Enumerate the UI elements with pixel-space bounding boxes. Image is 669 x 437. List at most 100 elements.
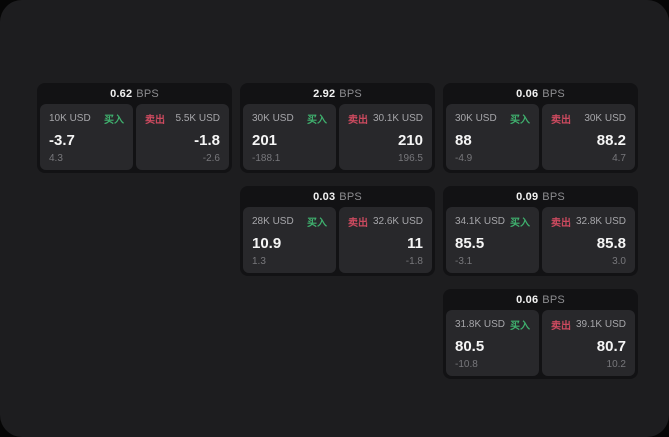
bps-unit-label: BPS	[542, 190, 565, 203]
buy-panel-top: 28K USD 买入	[252, 214, 327, 229]
buy-panel-top: 30K USD 买入	[252, 111, 327, 126]
buy-panel-top: 10K USD 买入	[49, 111, 124, 126]
price-card: 2.92 BPS 30K USD 买入 201 -188.1 卖出 30.1K …	[240, 83, 435, 173]
quote-panels: 30K USD 买入 201 -188.1 卖出 30.1K USD 210 1…	[243, 104, 432, 170]
sell-panel-top: 卖出 39.1K USD	[551, 317, 626, 332]
buy-side-tag: 买入	[104, 115, 124, 126]
price-card: 0.06 BPS 30K USD 买入 88 -4.9 卖出 30K USD 8…	[443, 83, 638, 173]
buy-price-value: 201	[252, 131, 278, 149]
buy-side-tag: 买入	[307, 115, 327, 126]
sell-panel-top: 卖出 32.6K USD	[348, 214, 423, 229]
bps-header: 0.06 BPS	[446, 83, 635, 104]
cards-grid: 0.62 BPS 10K USD 买入 -3.7 4.3 卖出 5.5K USD…	[37, 83, 638, 379]
bps-unit-label: BPS	[339, 87, 362, 100]
buy-side-tag: 买入	[510, 321, 530, 332]
bps-value: 0.06	[516, 87, 539, 100]
buy-notional-label: 28K USD	[252, 216, 294, 227]
bps-value: 0.62	[110, 87, 133, 100]
sell-price-value: 11	[407, 234, 423, 252]
bps-value: 2.92	[313, 87, 336, 100]
sell-quote-panel[interactable]: 卖出 32.6K USD 11 -1.8	[339, 207, 432, 273]
buy-delta-value: -4.9	[455, 153, 473, 164]
buy-panel-top: 30K USD 买入	[455, 111, 530, 126]
quote-panels: 34.1K USD 买入 85.5 -3.1 卖出 32.8K USD 85.8…	[446, 207, 635, 273]
buy-quote-panel[interactable]: 30K USD 买入 201 -188.1	[243, 104, 336, 170]
quote-panels: 10K USD 买入 -3.7 4.3 卖出 5.5K USD -1.8 -2.…	[40, 104, 229, 170]
bps-header: 0.62 BPS	[40, 83, 229, 104]
quote-panels: 31.8K USD 买入 80.5 -10.8 卖出 39.1K USD 80.…	[446, 310, 635, 376]
sell-delta-value: 196.5	[397, 153, 423, 164]
sell-delta-value: 10.2	[606, 359, 626, 370]
bps-value: 0.09	[516, 190, 539, 203]
buy-delta-value: 1.3	[252, 256, 266, 267]
bps-header: 0.09 BPS	[446, 186, 635, 207]
sell-notional-label: 32.8K USD	[575, 216, 626, 227]
buy-side-tag: 买入	[307, 218, 327, 229]
buy-quote-panel[interactable]: 10K USD 买入 -3.7 4.3	[40, 104, 133, 170]
buy-side-tag: 买入	[510, 115, 530, 126]
buy-panel-top: 34.1K USD 买入	[455, 214, 530, 229]
buy-panel-top: 31.8K USD 买入	[455, 317, 530, 332]
sell-side-tag: 卖出	[145, 115, 165, 126]
sell-panel-top: 卖出 5.5K USD	[145, 111, 220, 126]
sell-delta-value: 3.0	[612, 256, 626, 267]
sell-delta-value: 4.7	[612, 153, 626, 164]
sell-price-value: 210	[397, 131, 423, 149]
sell-side-tag: 卖出	[551, 115, 571, 126]
sell-quote-panel[interactable]: 卖出 30.1K USD 210 196.5	[339, 104, 432, 170]
sell-side-tag: 卖出	[551, 218, 571, 229]
price-card: 0.09 BPS 34.1K USD 买入 85.5 -3.1 卖出 32.8K…	[443, 186, 638, 276]
sell-notional-label: 30K USD	[584, 113, 626, 124]
bps-unit-label: BPS	[542, 87, 565, 100]
price-card: 0.06 BPS 31.8K USD 买入 80.5 -10.8 卖出 39.1…	[443, 289, 638, 379]
buy-quote-panel[interactable]: 31.8K USD 买入 80.5 -10.8	[446, 310, 539, 376]
sell-quote-panel[interactable]: 卖出 5.5K USD -1.8 -2.6	[136, 104, 229, 170]
sell-delta-value: -1.8	[405, 256, 423, 267]
buy-notional-label: 30K USD	[455, 113, 497, 124]
sell-notional-label: 5.5K USD	[175, 113, 220, 124]
sell-notional-label: 39.1K USD	[575, 319, 626, 330]
sell-price-value: -1.8	[194, 131, 220, 149]
buy-notional-label: 30K USD	[252, 113, 294, 124]
buy-price-value: -3.7	[49, 131, 75, 149]
buy-notional-label: 34.1K USD	[455, 216, 506, 227]
price-card: 0.03 BPS 28K USD 买入 10.9 1.3 卖出 32.6K US…	[240, 186, 435, 276]
bps-value: 0.03	[313, 190, 336, 203]
bps-header: 0.03 BPS	[243, 186, 432, 207]
buy-price-value: 85.5	[455, 234, 485, 252]
buy-price-value: 80.5	[455, 337, 485, 355]
buy-side-tag: 买入	[510, 218, 530, 229]
bps-value: 0.06	[516, 293, 539, 306]
quote-panels: 28K USD 买入 10.9 1.3 卖出 32.6K USD 11 -1.8	[243, 207, 432, 273]
buy-delta-value: -188.1	[252, 153, 281, 164]
sell-panel-top: 卖出 32.8K USD	[551, 214, 626, 229]
buy-notional-label: 31.8K USD	[455, 319, 506, 330]
sell-delta-value: -2.6	[202, 153, 220, 164]
sell-side-tag: 卖出	[348, 218, 368, 229]
bps-unit-label: BPS	[339, 190, 362, 203]
sell-notional-label: 30.1K USD	[372, 113, 423, 124]
sell-quote-panel[interactable]: 卖出 39.1K USD 80.7 10.2	[542, 310, 635, 376]
buy-quote-panel[interactable]: 30K USD 买入 88 -4.9	[446, 104, 539, 170]
bps-header: 0.06 BPS	[446, 289, 635, 310]
buy-notional-label: 10K USD	[49, 113, 91, 124]
sell-side-tag: 卖出	[348, 115, 368, 126]
sell-price-value: 80.7	[596, 337, 626, 355]
sell-panel-top: 卖出 30.1K USD	[348, 111, 423, 126]
buy-quote-panel[interactable]: 28K USD 买入 10.9 1.3	[243, 207, 336, 273]
sell-quote-panel[interactable]: 卖出 32.8K USD 85.8 3.0	[542, 207, 635, 273]
sell-panel-top: 卖出 30K USD	[551, 111, 626, 126]
sell-quote-panel[interactable]: 卖出 30K USD 88.2 4.7	[542, 104, 635, 170]
sell-price-value: 85.8	[596, 234, 626, 252]
buy-price-value: 10.9	[252, 234, 282, 252]
buy-delta-value: -10.8	[455, 359, 478, 370]
price-card: 0.62 BPS 10K USD 买入 -3.7 4.3 卖出 5.5K USD…	[37, 83, 232, 173]
sell-side-tag: 卖出	[551, 321, 571, 332]
bps-header: 2.92 BPS	[243, 83, 432, 104]
buy-quote-panel[interactable]: 34.1K USD 买入 85.5 -3.1	[446, 207, 539, 273]
quote-panels: 30K USD 买入 88 -4.9 卖出 30K USD 88.2 4.7	[446, 104, 635, 170]
bps-unit-label: BPS	[136, 87, 159, 100]
sell-price-value: 88.2	[596, 131, 626, 149]
buy-price-value: 88	[455, 131, 472, 149]
